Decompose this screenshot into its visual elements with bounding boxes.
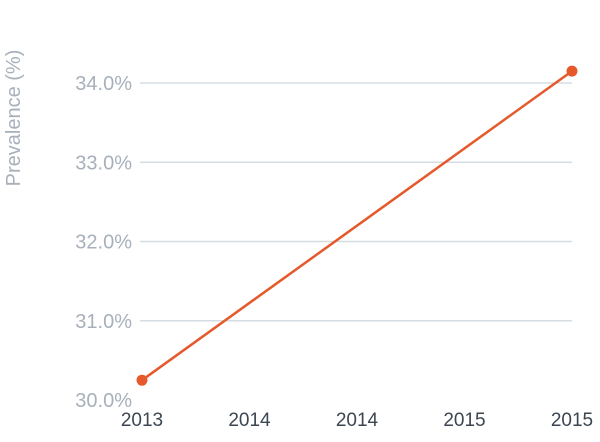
x-tick-label: 2015 bbox=[443, 410, 485, 431]
y-tick-label: 31.0% bbox=[75, 311, 132, 333]
x-tick-label: 2014 bbox=[228, 410, 271, 431]
y-axis-label: Prevalence (%) bbox=[3, 50, 25, 187]
y-tick-label: 33.0% bbox=[75, 152, 132, 174]
data-point bbox=[566, 65, 578, 77]
y-axis-ticks: 30.0% 31.0% 32.0% 33.0% 34.0% bbox=[75, 73, 132, 412]
y-tick-label: 30.0% bbox=[75, 390, 132, 412]
x-tick-label: 2013 bbox=[121, 410, 163, 431]
x-axis-ticks: 2013 2014 2014 2015 2015 bbox=[121, 410, 593, 431]
x-tick-label: 2015 bbox=[551, 410, 593, 431]
series bbox=[136, 65, 578, 386]
series-line bbox=[140, 69, 574, 382]
y-tick-label: 32.0% bbox=[75, 232, 132, 254]
x-tick-label: 2014 bbox=[336, 410, 379, 431]
data-point bbox=[136, 374, 148, 386]
gridlines bbox=[140, 82, 572, 322]
y-tick-label: 34.0% bbox=[75, 73, 132, 95]
